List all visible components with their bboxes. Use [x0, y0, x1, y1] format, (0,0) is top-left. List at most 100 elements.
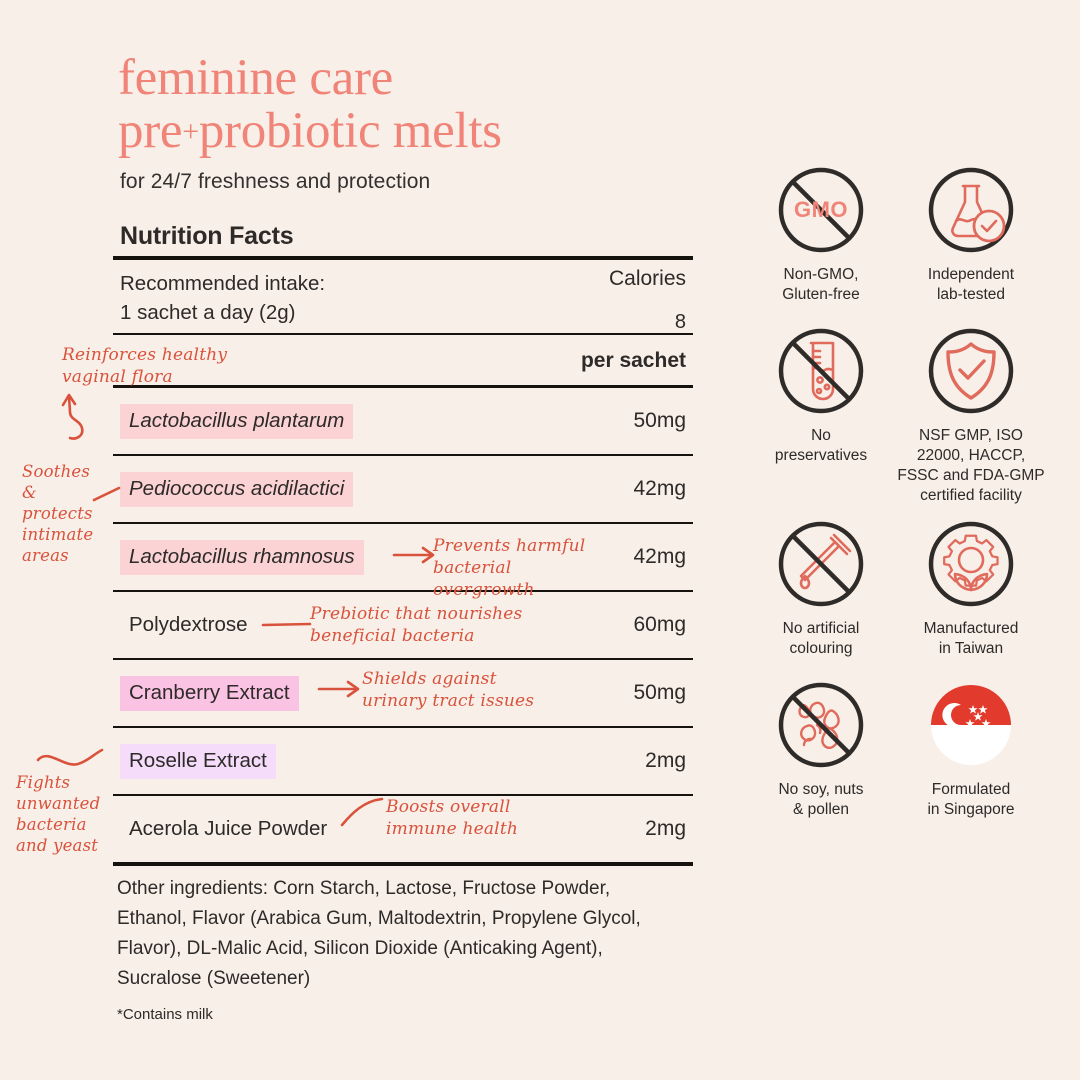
caption-line: 22000, HACCP, [916, 447, 1026, 464]
other-ingredients-text: Other ingredients: Corn Starch, Lactose,… [117, 878, 641, 989]
page-subtitle: for 24/7 freshness and protection [120, 170, 431, 193]
annotation-line: Fights [16, 773, 71, 792]
caption-line: NSF GMP, ISO [919, 427, 1023, 444]
table-row: Lactobacillus plantarum 50mg [113, 388, 693, 454]
gmo-label: GMO [793, 197, 849, 222]
caption-line: Manufactured [923, 620, 1019, 637]
shield-check-icon [927, 327, 1015, 415]
title-line-2: pre+probiotic melts [118, 105, 738, 158]
badge-made-in-taiwan: Manufactured in Taiwan [896, 520, 1046, 659]
ingredient-name: Cranberry Extract [120, 675, 299, 711]
badge-caption: No preservatives [746, 426, 896, 466]
caption-line: Independent [927, 266, 1015, 283]
table-rule [113, 658, 693, 660]
annotation-acerola: Boosts overall immune health [386, 796, 566, 840]
flask-check-icon [927, 166, 1015, 254]
annotation-line: bacterial overgrowth [433, 558, 535, 600]
annotation-line: Reinforces healthy [62, 345, 228, 365]
intake-label-line2: 1 sachet a day (2g) [120, 301, 296, 324]
badge-non-gmo: GMO Non-GMO, Gluten-free [746, 166, 896, 305]
annotation-line: immune health [386, 819, 519, 839]
ingredient-amount: 2mg [645, 817, 686, 840]
caption-line: FSSC and FDA-GMP [897, 467, 1045, 484]
gear-leaf-icon [927, 520, 1015, 608]
ingredient-name: Pediococcus acidilactici [120, 471, 354, 507]
annotation-arrow-rhamnosus [392, 546, 435, 564]
caption-line: in Singapore [927, 801, 1015, 818]
title-pre: pre [118, 103, 183, 159]
table-rule-after-intake [113, 333, 693, 335]
caption-line: colouring [789, 640, 853, 657]
badge-row: No preservatives NSF GMP, ISO [746, 327, 1046, 506]
caption-line: Gluten-free [782, 286, 860, 303]
title-line-1: feminine care [118, 50, 394, 106]
annotation-line: bacteria [16, 815, 87, 834]
ingredient-amount: 60mg [633, 613, 686, 636]
annotation-line: Prevents harmful [433, 536, 586, 556]
annotation-line: protects [22, 504, 93, 523]
caption-line: No [811, 427, 831, 444]
title-probiotic-melts: probiotic melts [198, 103, 502, 159]
annotation-line: vaginal flora [62, 367, 173, 387]
ingredient-name: Lactobacillus rhamnosus [120, 539, 364, 575]
table-rule-top [113, 256, 693, 260]
caption-line: certified facility [920, 487, 1022, 504]
annotation-rhamnosus: Prevents harmful bacterial overgrowth [433, 535, 603, 601]
title-plus-icon: + [182, 115, 199, 148]
ingredient-name: Roselle Extract [120, 743, 276, 779]
badge-no-allergens: No soy, nuts & pollen [746, 681, 896, 820]
table-row: Acerola Juice Powder 2mg [113, 796, 693, 862]
dropper-crossed-icon [777, 520, 865, 608]
annotation-line-polydextrose [261, 622, 312, 627]
annotation-roselle: Fights unwanted bacteria and yeast [16, 772, 131, 856]
annotation-line: Soothes [22, 462, 91, 481]
badge-caption: Non-GMO, Gluten-free [746, 265, 896, 305]
ingredient-name: Acerola Juice Powder [129, 816, 328, 840]
badge-caption: No soy, nuts & pollen [746, 780, 896, 820]
table-rule [113, 590, 693, 592]
table-rule [113, 726, 693, 728]
badge-lab-tested: Independent lab-tested [896, 166, 1046, 305]
caption-line: preservatives [774, 447, 868, 464]
caption-line: Non-GMO, [783, 266, 859, 283]
nutrition-facts-table: Recommended intake: 1 sachet a day (2g) … [113, 256, 693, 866]
annotation-line: Shields against [362, 669, 497, 689]
ingredient-amount: 42mg [633, 545, 686, 568]
test-tube-crossed-icon [777, 327, 865, 415]
badge-caption: Manufactured in Taiwan [896, 619, 1046, 659]
annotation-vaginal-flora: Reinforces healthy vaginal flora [62, 344, 247, 388]
ingredient-amount: 50mg [633, 409, 686, 432]
badge-caption: NSF GMP, ISO 22000, HACCP, FSSC and FDA-… [896, 426, 1046, 506]
caption-line: No soy, nuts [778, 781, 864, 798]
table-rule [113, 794, 693, 796]
badge-formulated-singapore: Formulated in Singapore [896, 681, 1046, 820]
badge-caption: No artificial colouring [746, 619, 896, 659]
badge-row: No artificial colouring [746, 520, 1046, 659]
intake-label-line1: Recommended intake: [120, 272, 326, 295]
table-row: Cranberry Extract 50mg [113, 660, 693, 726]
ingredient-amount: 2mg [645, 749, 686, 772]
ingredient-name: Polydextrose [129, 612, 248, 636]
nutrition-facts-heading: Nutrition Facts [120, 222, 294, 250]
annotation-line: & [22, 483, 37, 502]
caption-line: Formulated [931, 781, 1011, 798]
certification-badges: GMO Non-GMO, Gluten-free [746, 166, 1046, 826]
annotation-line: areas [22, 546, 69, 565]
gmo-crossed-icon: GMO [777, 166, 865, 254]
caption-line: in Taiwan [938, 640, 1004, 657]
badge-caption: Formulated in Singapore [896, 780, 1046, 820]
annotation-polydextrose: Prebiotic that nourishes beneficial bact… [310, 603, 540, 647]
badge-row: No soy, nuts & pollen [746, 681, 1046, 820]
table-row: Polydextrose 60mg [113, 592, 693, 658]
annotation-line: beneficial bacteria [310, 626, 475, 646]
ingredient-amount: 42mg [633, 477, 686, 500]
per-sachet-header: per sachet [580, 349, 686, 372]
annotation-line: Boosts overall [386, 797, 511, 817]
annotation-squiggle-roselle [36, 748, 104, 766]
table-rule-after-per-sachet [113, 385, 693, 388]
caption-line: lab-tested [936, 286, 1006, 303]
annotation-cranberry: Shields against urinary tract issues [362, 668, 552, 712]
table-row: Lactobacillus rhamnosus 42mg [113, 524, 693, 590]
table-row: Pediococcus acidilactici 42mg [113, 456, 693, 522]
